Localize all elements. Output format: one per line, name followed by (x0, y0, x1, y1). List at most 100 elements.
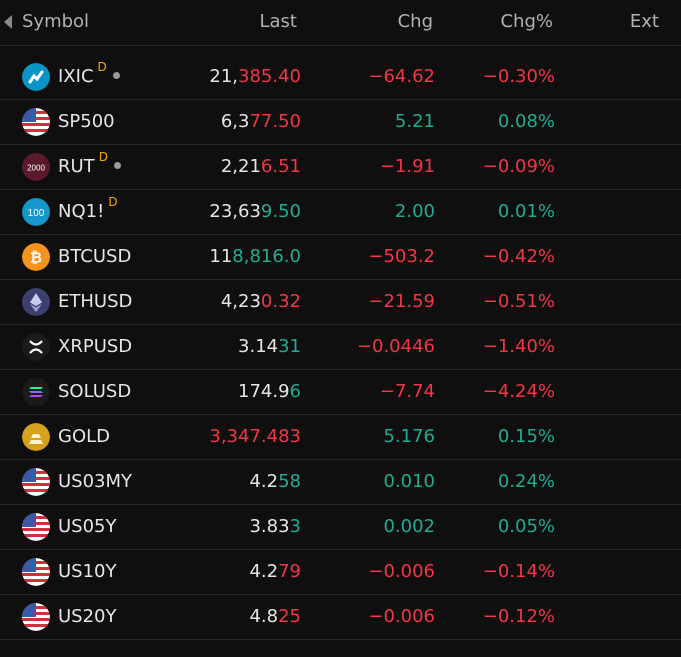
last-price: 174.96 (238, 381, 301, 402)
change-percent: 0.15% (497, 426, 555, 447)
last-price: 4.258 (249, 471, 301, 492)
column-header-last[interactable]: Last (259, 11, 298, 32)
change-value: 5.21 (394, 111, 435, 132)
symbol-text: SP500 (58, 111, 115, 132)
change-percent: −0.14% (482, 561, 555, 582)
last-price-changed-digits: 385.40 (238, 66, 301, 87)
symbol-name[interactable]: BTCUSD (58, 246, 131, 267)
watchlist-row[interactable]: IXIC D 21,385.40 −64.62 −0.30% (0, 55, 681, 100)
watchlist-row[interactable]: GOLD 3,347.483 5.176 0.15% (0, 415, 681, 460)
last-price-changed-digits: 58 (278, 471, 301, 492)
change-percent: −0.42% (482, 246, 555, 267)
last-price-changed-digits: 79 (278, 561, 301, 582)
russell-2000-icon: 2000 (22, 153, 50, 181)
watchlist-row[interactable]: ETHUSD 4,230.32 −21.59 −0.51% (0, 280, 681, 325)
last-price-changed-digits: 31 (278, 336, 301, 357)
symbol-name[interactable]: XRPUSD (58, 336, 132, 357)
watchlist-row[interactable]: US03MY 4.258 0.010 0.24% (0, 460, 681, 505)
last-price-changed-digits: 77.50 (249, 111, 301, 132)
symbol-text: IXIC (58, 66, 94, 87)
column-header-chg[interactable]: Chg (397, 11, 433, 32)
watchlist-row[interactable]: 2000 RUT D 2,216.51 −1.91 −0.09% (0, 145, 681, 190)
change-percent: −1.40% (482, 336, 555, 357)
us-flag-icon (22, 513, 50, 541)
last-price-changed-digits: 9.50 (260, 201, 301, 222)
last-price-major: 11 (209, 246, 233, 267)
watchlist-row[interactable]: SOLUSD 174.96 −7.74 −4.24% (0, 370, 681, 415)
last-price: 3.1431 (238, 336, 301, 357)
last-price-changed-digits: 6 (289, 381, 301, 402)
change-percent: 0.01% (497, 201, 555, 222)
symbol-name[interactable]: RUT D (58, 150, 121, 177)
watchlist-row[interactable]: US05Y 3.833 0.002 0.05% (0, 505, 681, 550)
market-status-dot-icon[interactable] (112, 72, 120, 79)
watchlist-header: Symbol Last Chg Chg% Ext (0, 0, 681, 46)
delayed-data-badge[interactable]: D (108, 195, 118, 209)
change-value: −64.62 (368, 66, 435, 87)
symbol-name[interactable]: IXIC D (58, 60, 120, 87)
nasdaq-icon (22, 63, 50, 91)
column-header-ext[interactable]: Ext (629, 11, 659, 32)
change-percent: −0.12% (482, 606, 555, 627)
change-value: 0.010 (383, 471, 435, 492)
watchlist-row[interactable]: US10Y 4.279 −0.006 −0.14% (0, 550, 681, 595)
symbol-text: SOLUSD (58, 381, 132, 402)
us-flag-icon (22, 603, 50, 631)
symbol-name[interactable]: SP500 (58, 111, 115, 132)
column-header-chg-percent[interactable]: Chg% (500, 11, 553, 32)
delayed-data-badge[interactable]: D (98, 150, 108, 164)
change-percent: −0.09% (482, 156, 555, 177)
watchlist-row[interactable]: US20Y 4.825 −0.006 −0.12% (0, 595, 681, 640)
last-price: 21,385.40 (209, 66, 301, 87)
column-header-symbol[interactable]: Symbol (22, 11, 90, 32)
symbol-text: NQ1! (58, 201, 105, 222)
symbol-name[interactable]: GOLD (58, 426, 110, 447)
symbol-name[interactable]: ETHUSD (58, 291, 132, 312)
change-value: −21.59 (368, 291, 435, 312)
symbol-name[interactable]: US05Y (58, 516, 117, 537)
watchlist-row[interactable]: XRPUSD 3.1431 −0.0446 −1.40% (0, 325, 681, 370)
change-value: 2.00 (394, 201, 435, 222)
symbol-text: US10Y (58, 561, 117, 582)
us-flag-icon (22, 108, 50, 136)
collapse-caret-icon[interactable] (4, 15, 12, 29)
symbol-text: GOLD (58, 426, 111, 447)
xrp-icon (22, 333, 50, 361)
change-percent: 0.24% (497, 471, 555, 492)
change-value: −0.006 (368, 561, 435, 582)
symbol-name[interactable]: US20Y (58, 606, 117, 627)
last-price: 4.279 (249, 561, 301, 582)
watchlist-row[interactable]: SP500 6,377.50 5.21 0.08% (0, 100, 681, 145)
last-price: 118,816.0 (209, 246, 301, 267)
change-value: 5.176 (383, 426, 435, 447)
symbol-text: XRPUSD (58, 336, 133, 357)
last-price: 6,377.50 (221, 111, 301, 132)
change-value: −7.74 (379, 381, 435, 402)
last-price-major: 21, (209, 66, 239, 87)
last-price-major: 2,21 (220, 156, 261, 177)
symbol-text: ETHUSD (58, 291, 133, 312)
change-value: −503.2 (368, 246, 435, 267)
delayed-data-badge[interactable]: D (97, 60, 107, 74)
last-price-major: 23,63 (209, 201, 261, 222)
market-status-dot-icon[interactable] (113, 162, 121, 169)
last-price-major: 6,3 (220, 111, 250, 132)
symbol-text: US20Y (58, 606, 117, 627)
bitcoin-icon: ₿ (22, 243, 50, 271)
symbol-name[interactable]: NQ1! D (58, 195, 118, 222)
symbol-name[interactable]: SOLUSD (58, 381, 131, 402)
change-percent: −0.51% (482, 291, 555, 312)
watchlist-row[interactable]: 100 NQ1! D 23,639.50 2.00 0.01% (0, 190, 681, 235)
last-price: 23,639.50 (209, 201, 301, 222)
change-value: −1.91 (379, 156, 435, 177)
symbol-name[interactable]: US03MY (58, 471, 132, 492)
last-price: 4,230.32 (221, 291, 301, 312)
svg-text:100: 100 (28, 208, 45, 219)
last-price: 3,347.483 (209, 426, 301, 447)
symbol-text: US03MY (58, 471, 133, 492)
symbol-text: BTCUSD (58, 246, 132, 267)
symbol-name[interactable]: US10Y (58, 561, 117, 582)
gold-bars-icon (22, 423, 50, 451)
watchlist-row[interactable]: ₿ BTCUSD 118,816.0 −503.2 −0.42% (0, 235, 681, 280)
last-price-major: 4.8 (249, 606, 279, 627)
